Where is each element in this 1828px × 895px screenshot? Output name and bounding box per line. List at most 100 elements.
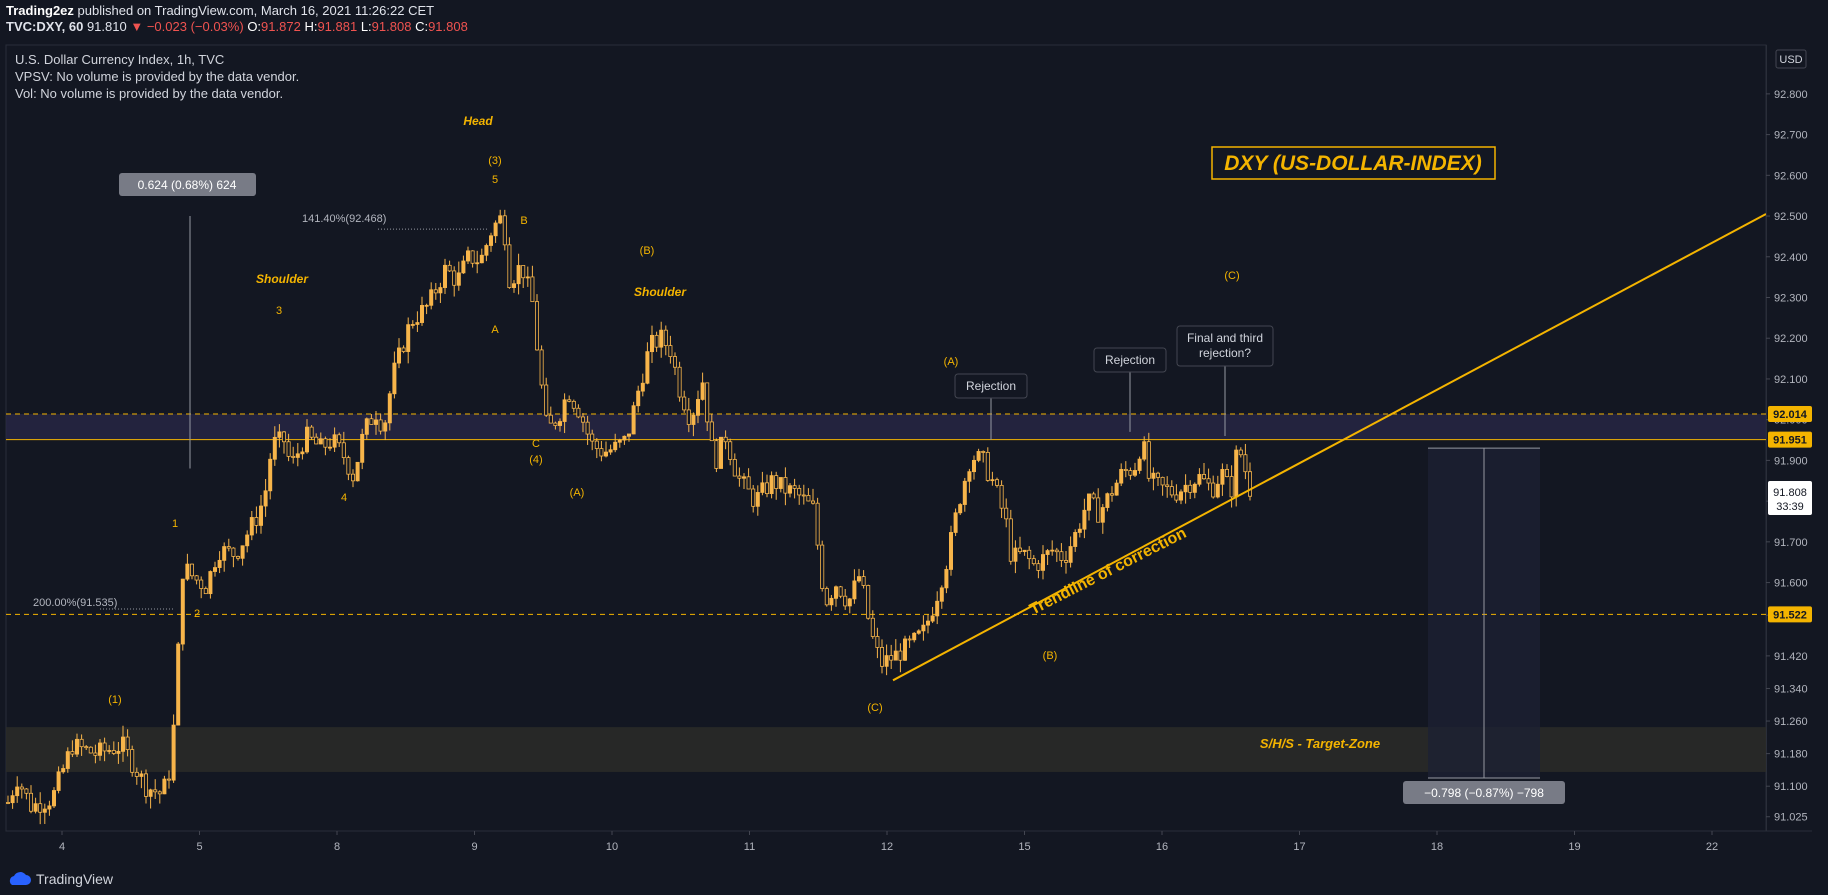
candle-body [760,482,765,493]
footer-brand[interactable]: TradingView [6,871,113,887]
time-axis[interactable]: 4 5 8 9 10 11 12 15 16 17 18 19 22 [59,831,1718,853]
candle-body [323,438,328,448]
candle-body [502,215,507,246]
candle-body [341,442,346,459]
legend-symbol[interactable]: U.S. Dollar Currency Index, 1h, TVC [15,52,225,67]
x-tick-label: 17 [1293,841,1305,853]
candle-body [834,586,839,599]
candle-body [157,791,162,795]
currency-box[interactable] [1775,49,1807,69]
candle-body [452,270,457,286]
quote-last: 91.810 [86,19,127,34]
legend-vol[interactable]: Vol: No volume is provided by the data v… [15,86,284,101]
candle-body [116,750,121,754]
candle-body [709,421,714,442]
label-shoulder-right: Shoulder [634,285,687,299]
x-tick-label: 16 [1156,841,1168,853]
candle-body [903,638,908,661]
candle-body [203,588,208,595]
candle-body [1008,518,1013,562]
candle-body [696,399,701,416]
candle-body [272,436,277,460]
candle-body [300,451,305,455]
candle-body [415,322,420,325]
fib-141-label: 141.40%(92.468) [302,213,386,225]
candle-body [604,451,609,457]
candle-body [811,500,816,504]
legend-vpsv[interactable]: VPSV: No volume is provided by the data … [15,69,300,84]
candle-body [1100,507,1105,523]
trendline-of-correction[interactable] [892,213,1766,682]
candle-body [1059,551,1064,561]
wave-1: 1 [172,518,178,530]
candle-body [10,795,15,804]
candle-body [143,773,148,797]
candle-body [507,244,512,288]
quote-change: −0.023 (−0.03%) [146,19,244,34]
wave-labels: (3) 5 B A C (4) (A) (B) 3 4 1 2 (1) (C) … [108,155,1239,714]
price-level-label: 91.522 [1773,609,1807,621]
candle-body [1068,546,1073,563]
candle-body [401,347,406,352]
candle-body [907,638,912,641]
candle-body [42,808,47,813]
candle-body [461,260,466,274]
candle-body [396,347,401,364]
y-tick-label: 91.260 [1774,716,1808,728]
candle-body [318,438,323,445]
candle-body [558,421,563,426]
candle-body [535,301,540,351]
candle-body [521,265,526,279]
candle-body [788,485,793,494]
y-tick-label: 91.180 [1774,749,1808,761]
candle-body [488,235,493,246]
candle-body [806,495,811,502]
candle-body [912,632,917,641]
candle-body [939,587,944,602]
candle-body [815,502,820,546]
price-axis[interactable]: 92.800 92.700 92.600 92.500 92.400 92.300 92.2… [1766,89,1808,824]
wave-1-paren: (1) [108,694,121,706]
candle-body [226,546,231,549]
candle-body [972,459,977,473]
publisher-name[interactable]: Trading2ez [6,3,74,18]
candle-body [438,287,443,294]
wave-c-paren-2: (C) [1224,270,1239,282]
low-label: L: [360,19,372,34]
candle-body [686,409,691,425]
candle-body [719,436,724,469]
candle-body [383,422,388,432]
x-tick-label: 19 [1568,841,1580,853]
candle-body [829,597,834,606]
candle-body [93,752,98,756]
candle-body [1013,547,1018,562]
candle-body [765,482,770,495]
measure-up-label: 0.624 (0.68%) 624 [138,178,237,192]
rejection-3-label-line2: rejection? [1199,346,1251,360]
candle-body [916,630,921,634]
rejection-2-label: Rejection [1105,353,1155,367]
candle-body [56,771,61,791]
price-level-box [1768,431,1812,448]
candle-body [1188,484,1193,493]
candle-body [52,790,57,807]
candle-body [921,624,926,632]
candle-body [258,505,263,526]
candle-body [180,578,185,645]
candle-body [843,595,848,607]
candle-body [47,805,52,810]
candle-body [162,778,167,795]
price-level-box [1768,405,1812,422]
candle-body [732,459,737,477]
candle-body [930,615,935,622]
candle-body [24,788,29,794]
candle-body [958,504,963,514]
candle-body [893,650,898,661]
candle-body [121,736,126,752]
candle-body [194,575,199,581]
wave-c-paren-1: (C) [867,702,882,714]
price-level-label: 92.014 [1773,409,1808,421]
candle-body [1087,493,1092,511]
candle-body [640,382,645,392]
